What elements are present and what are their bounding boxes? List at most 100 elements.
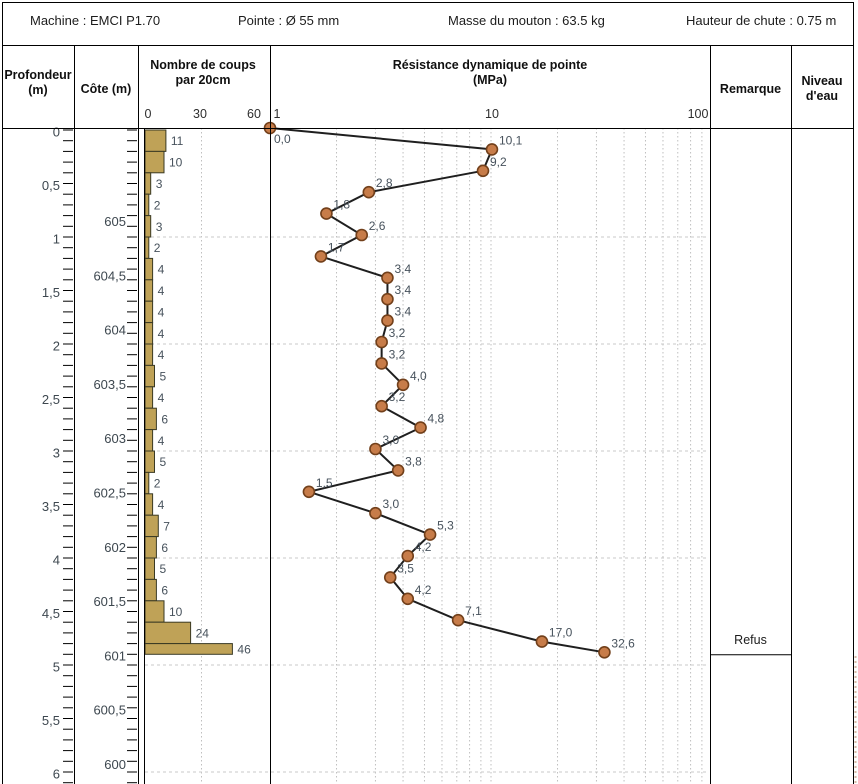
data-point xyxy=(451,613,465,627)
bar-value-label: 4 xyxy=(158,391,165,405)
column-header-resistance: Résistance dynamique de pointe (MPa) xyxy=(270,58,710,88)
point-value-label: 1,7 xyxy=(328,240,345,254)
bar-value-label: 7 xyxy=(163,519,170,533)
bar xyxy=(144,279,154,302)
bar-value-label: 10 xyxy=(169,156,183,170)
data-point xyxy=(381,314,394,327)
bar xyxy=(144,215,152,238)
data-point xyxy=(401,549,415,563)
bar-value-label: 4 xyxy=(158,498,165,512)
point-value-label: 4,2 xyxy=(415,540,432,554)
column-header-remarque: Remarque xyxy=(710,82,791,97)
bar-value-label: 6 xyxy=(161,584,168,598)
bar-value-label: 2 xyxy=(154,241,161,255)
cote-label: 605 xyxy=(104,214,126,229)
bar xyxy=(144,386,154,409)
point-value-label: 2,6 xyxy=(369,219,386,233)
point-value-label: 3,4 xyxy=(394,283,411,297)
depth-label: 0 xyxy=(53,125,60,140)
bar-value-label: 4 xyxy=(158,348,165,362)
coups-axis-tick-60: 60 xyxy=(247,107,261,121)
data-point xyxy=(391,464,405,477)
mpa-axis-tick-1: 1 xyxy=(273,107,281,121)
mpa-axis-tick-100: 100 xyxy=(687,107,709,121)
point-value-label: 3,8 xyxy=(405,454,422,468)
point-value-label: 3,2 xyxy=(389,390,406,404)
data-point xyxy=(414,421,427,434)
bar xyxy=(144,643,233,655)
bar xyxy=(144,407,157,431)
bar xyxy=(144,236,150,259)
resistance-curve xyxy=(269,127,605,654)
bar-value-label: 10 xyxy=(169,605,183,619)
bar xyxy=(144,364,155,388)
coups-subtitle: par 20cm xyxy=(175,73,231,87)
point-value-label: 3,5 xyxy=(397,561,414,575)
niveau-subtitle: d'eau xyxy=(805,89,839,103)
depth-label: 5,5 xyxy=(42,713,60,728)
data-point xyxy=(423,528,437,541)
bar-value-label: 6 xyxy=(161,541,168,555)
depth-label: 2,5 xyxy=(42,392,60,407)
cote-label: 604 xyxy=(104,323,126,338)
depth-label: 6 xyxy=(53,767,60,782)
data-point xyxy=(320,207,333,220)
bar-value-label: 24 xyxy=(196,626,210,640)
data-point xyxy=(302,485,316,499)
coups-axis-tick-0: 0 xyxy=(144,107,152,121)
depth-label: 3 xyxy=(53,446,60,461)
data-point xyxy=(598,645,611,659)
bar-value-label: 3 xyxy=(156,220,163,234)
depth-label: 1,5 xyxy=(42,285,60,300)
bar xyxy=(144,322,154,345)
bar xyxy=(144,557,155,580)
point-value-label: 1,8 xyxy=(333,198,350,212)
bar-value-label: 4 xyxy=(158,434,165,448)
point-value-label: 4,2 xyxy=(415,583,432,597)
point-value-label: 4,8 xyxy=(428,412,445,426)
data-point xyxy=(396,378,410,392)
bar-value-label: 2 xyxy=(154,477,161,491)
machine-info: Machine : EMCI P1.70 xyxy=(30,13,161,28)
bar-value-label: 5 xyxy=(160,455,167,469)
bar-value-label: 4 xyxy=(158,263,165,277)
cote-label: 601 xyxy=(104,648,126,663)
point-value-label: 3,4 xyxy=(394,262,411,276)
bar xyxy=(144,193,150,217)
depth-label: 4,5 xyxy=(42,606,60,621)
column-header-coups: Nombre de coups par 20cm xyxy=(138,58,268,88)
point-value-label: 3,0 xyxy=(382,433,399,447)
remark-refus: Refus xyxy=(734,633,767,647)
cote-label: 603 xyxy=(104,431,126,446)
hauteur-info: Hauteur de chute : 0.75 m xyxy=(686,13,837,28)
bar xyxy=(144,300,154,324)
depth-label: 3,5 xyxy=(42,499,60,514)
remarque-title: Remarque xyxy=(719,82,782,96)
point-value-label: 7,1 xyxy=(465,604,482,618)
bar xyxy=(144,129,167,152)
bar-value-label: 2 xyxy=(154,198,161,212)
data-point xyxy=(381,292,394,306)
depth-label: 0,5 xyxy=(42,178,60,193)
data-point xyxy=(369,506,382,520)
profondeur-title: Profondeur xyxy=(4,68,72,82)
bar xyxy=(144,257,154,281)
point-value-label: 0,0 xyxy=(274,132,291,146)
data-point xyxy=(314,250,328,263)
mpa-axis-tick-10: 10 xyxy=(485,107,499,121)
bar-value-label: 46 xyxy=(237,642,251,656)
point-value-label: 3,2 xyxy=(389,326,406,340)
coups-axis-tick-30: 30 xyxy=(193,107,207,121)
depth-label: 1 xyxy=(53,232,60,247)
bar xyxy=(144,514,159,538)
data-point xyxy=(355,228,369,242)
column-header-cote: Côte (m) xyxy=(74,82,138,97)
bar xyxy=(144,578,157,602)
point-value-label: 3,0 xyxy=(382,497,399,511)
data-point xyxy=(485,143,499,156)
data-point xyxy=(369,442,382,456)
data-point xyxy=(401,592,415,606)
point-value-label: 4,0 xyxy=(410,369,427,383)
cote-label: 600,5 xyxy=(93,703,126,718)
